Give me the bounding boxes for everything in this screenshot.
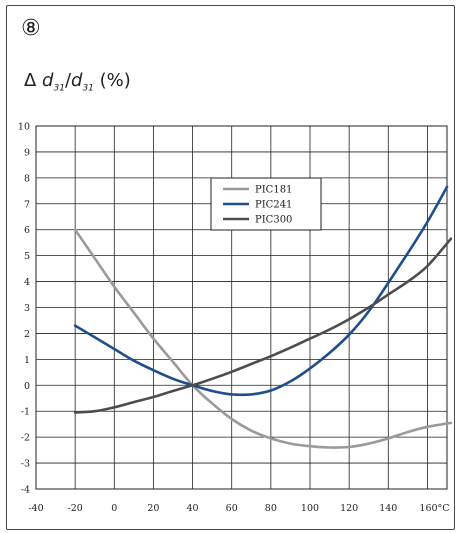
legend-label-pic181: PIC181 [255, 185, 292, 196]
y-axis-label-d1: d [42, 70, 54, 91]
y-tick-label: 8 [24, 173, 30, 184]
x-tick-label: 140 [379, 503, 397, 514]
x-tick-label: 120 [340, 503, 358, 514]
y-axis-label-slash: / [64, 70, 72, 91]
figure-number-badge: ⑧ [21, 16, 41, 41]
series-line-pic181 [73, 228, 453, 449]
x-tick-label: 100 [301, 503, 319, 514]
x-tick-label: 60 [226, 503, 238, 514]
x-tick-label: 20 [147, 503, 159, 514]
series-line-pic241 [73, 185, 449, 397]
x-tick-label: -20 [67, 503, 82, 514]
y-tick-label: 4 [24, 277, 30, 288]
x-tick-label: 40 [187, 503, 199, 514]
plot-border [35, 125, 448, 490]
x-tick-label: 80 [265, 503, 277, 514]
x-tick-label: -40 [28, 503, 43, 514]
y-tick-label: 9 [24, 147, 30, 158]
y-axis-label-sub1: 31 [53, 83, 65, 94]
y-tick-label: 5 [24, 251, 30, 262]
y-tick-label: 3 [24, 303, 30, 314]
y-tick-label: 10 [18, 122, 30, 133]
y-axis-label-suffix: (%) [93, 70, 131, 91]
y-tick-label: 0 [24, 381, 30, 392]
legend-label-pic241: PIC241 [255, 200, 292, 211]
y-tick-label: -3 [21, 459, 30, 470]
y-tick-label: 1 [24, 355, 30, 366]
y-axis-label-prefix: Δ [24, 70, 43, 91]
series-line-pic300 [73, 237, 453, 414]
x-tick-label: 0 [111, 503, 117, 514]
y-tick-label: 2 [24, 329, 30, 340]
y-axis-label-sub2: 31 [82, 83, 94, 94]
y-tick-label: -2 [21, 433, 30, 444]
y-axis-label: Δ d31/d31 (%) [24, 70, 131, 94]
legend-label-pic300: PIC300 [255, 215, 292, 226]
y-tick-label: 6 [24, 225, 30, 236]
y-tick-label: -1 [21, 407, 30, 418]
figure-frame [6, 5, 455, 530]
x-tick-label: 160°C [419, 503, 449, 514]
y-tick-label: -4 [21, 485, 30, 496]
y-tick-label: 7 [24, 199, 30, 210]
y-axis-label-d2: d [71, 70, 83, 91]
